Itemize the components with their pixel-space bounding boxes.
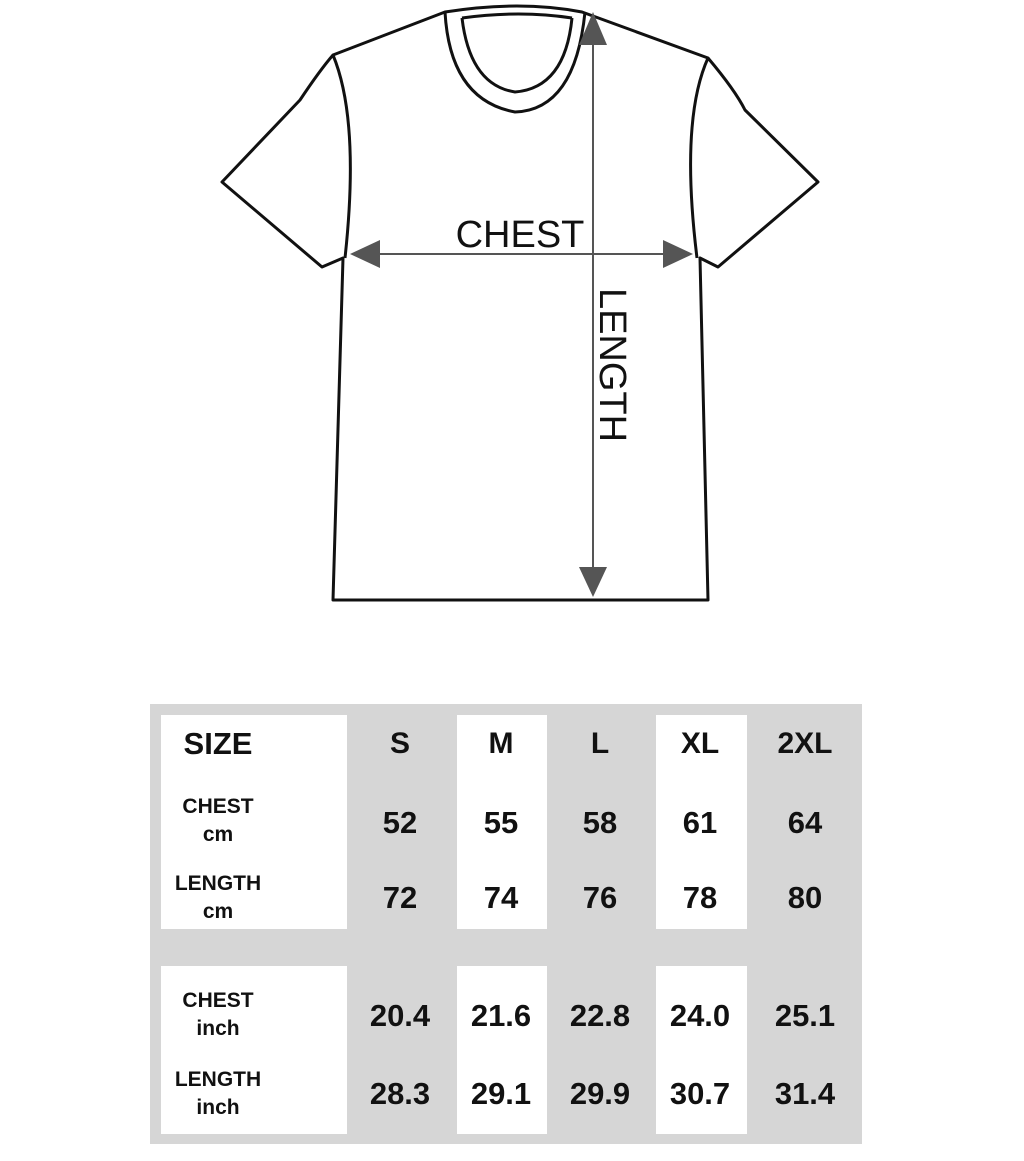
value-cell: 64 (787, 805, 823, 840)
left-sleeve-seam (331, 54, 352, 259)
size-header: SIZE (183, 726, 253, 761)
value-cell: 29.1 (470, 1076, 532, 1111)
row-label-length-inch: LENGTH inch (174, 1068, 262, 1119)
value-cell: 20.4 (369, 998, 431, 1033)
value-cell: 80 (787, 880, 823, 915)
size-m: M (488, 727, 514, 760)
value-cell: 25.1 (774, 998, 836, 1033)
value-cell: 72 (382, 880, 418, 915)
label-block-inch (161, 966, 347, 1134)
tshirt-outline (220, 4, 820, 602)
size-s: S (389, 727, 411, 760)
value-cell: 29.9 (569, 1076, 631, 1111)
length-label: LENGTH (591, 288, 633, 442)
size-l: L (590, 727, 610, 760)
value-cell: 21.6 (470, 998, 532, 1033)
value-cell: 28.3 (369, 1076, 431, 1111)
chest-arrow-left-icon (350, 240, 380, 268)
column-m-inch-block (457, 966, 547, 1134)
chest-label: CHEST (456, 214, 585, 256)
row-label-chest-inch: CHEST inch (182, 989, 254, 1040)
value-cell: 31.4 (774, 1076, 836, 1111)
collar-band (461, 12, 573, 20)
value-cell: 74 (483, 880, 519, 915)
value-cell: 78 (682, 880, 718, 915)
chest-arrow-right-icon (663, 240, 693, 268)
value-cell: 52 (382, 805, 418, 840)
value-cell: 22.8 (569, 998, 631, 1033)
value-cell: 76 (582, 880, 618, 915)
label-block-cm (161, 715, 347, 929)
size-2xl: 2XL (777, 727, 833, 760)
value-cell: 24.0 (669, 998, 731, 1033)
column-xl-inch-block (656, 966, 747, 1134)
row-label-length-cm: LENGTH cm (174, 872, 262, 923)
length-arrow-bottom-icon (579, 567, 607, 597)
value-cell: 58 (582, 805, 618, 840)
length-arrow-top-icon (579, 12, 607, 45)
row-label-chest-cm: CHEST cm (182, 795, 254, 846)
value-cell: 55 (483, 805, 519, 840)
column-m-cm-block (457, 715, 547, 929)
value-cell: 61 (682, 805, 718, 840)
collar-outer (443, 11, 587, 114)
right-sleeve-seam (689, 57, 710, 259)
size-xl: XL (680, 727, 720, 760)
tshirt-diagram: CHEST LENGTH (220, 4, 820, 602)
column-xl-cm-block (656, 715, 747, 929)
value-cell: 30.7 (669, 1076, 731, 1111)
collar-inner (460, 17, 574, 94)
